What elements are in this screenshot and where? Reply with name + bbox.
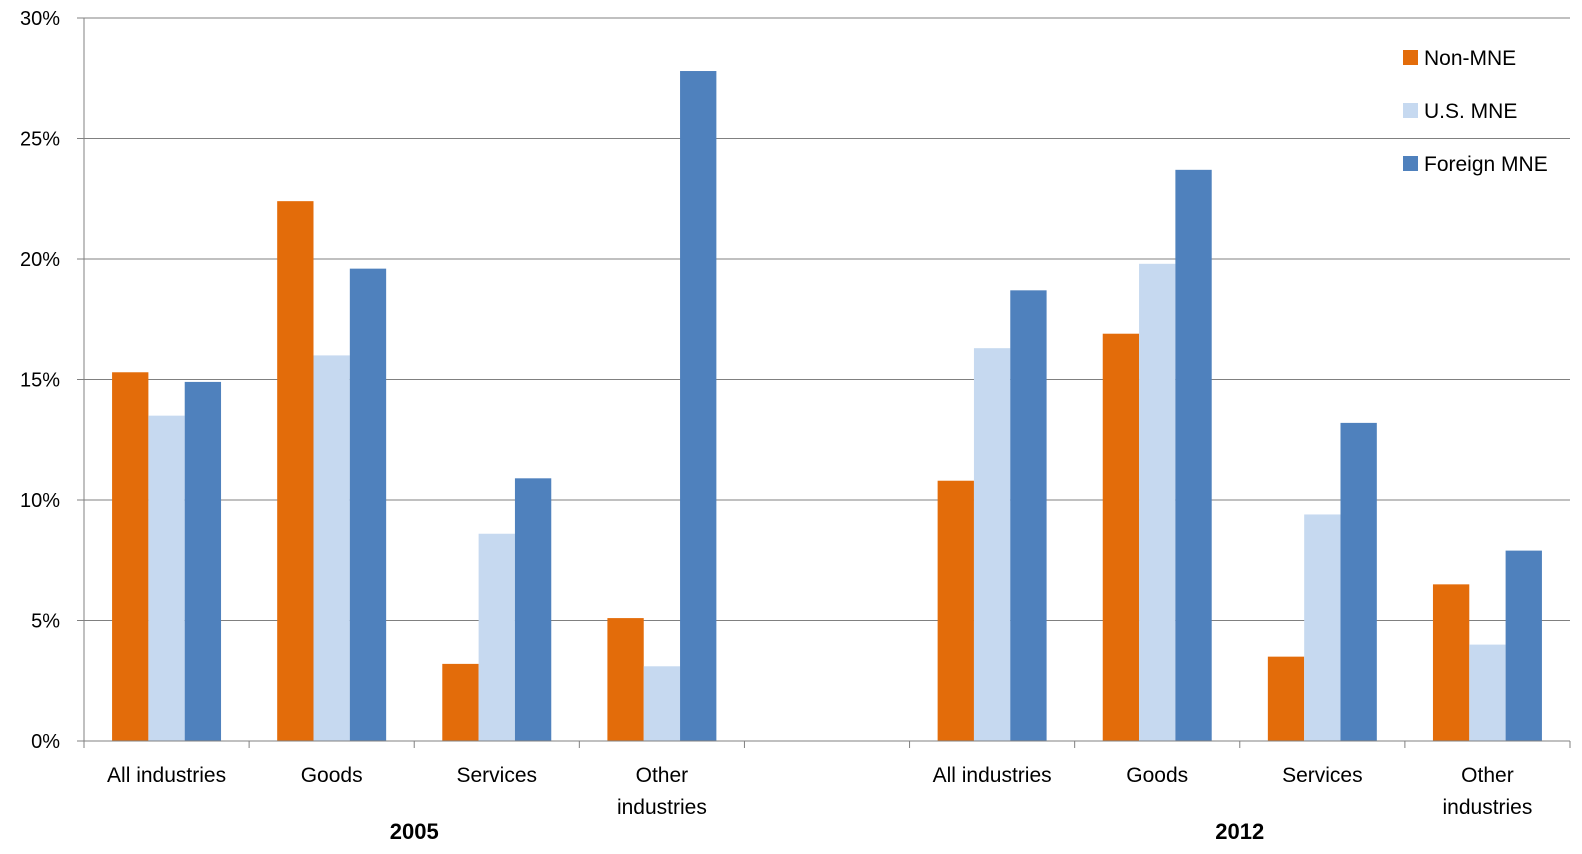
x-tick-label: All industries (107, 764, 226, 787)
bar (1102, 333, 1140, 741)
y-tick-label: 20% (20, 249, 60, 271)
y-tick-labels: 0% 5% 10% 15% 20% 25% 30% (20, 8, 60, 753)
y-tick-label: 5% (31, 611, 60, 633)
legend-label: Foreign MNE (1424, 153, 1548, 176)
x-tick-label: Goods (301, 764, 363, 787)
bar (1010, 290, 1047, 741)
x-tick-label: industries (1442, 796, 1532, 819)
group-label: 2005 (390, 819, 439, 844)
y-tick-label: 30% (20, 8, 60, 30)
bar (607, 618, 644, 741)
bar (148, 415, 185, 741)
bar (1267, 656, 1305, 741)
bar (478, 533, 515, 741)
legend-swatch (1403, 103, 1418, 118)
bar (680, 71, 717, 741)
bar (112, 372, 149, 741)
legend-label: U.S. MNE (1424, 100, 1517, 123)
bar (514, 478, 552, 741)
y-tick-label: 15% (20, 370, 60, 392)
x-tick-label: industries (617, 796, 707, 819)
y-tick-label: 25% (20, 129, 60, 151)
axes (77, 17, 1571, 748)
bar (1340, 422, 1377, 741)
group-labels: 2005 2012 (390, 819, 1265, 844)
x-tick-label: Services (1282, 764, 1363, 787)
legend-swatch (1403, 156, 1418, 171)
bar (277, 201, 314, 741)
bar (442, 663, 479, 741)
bar (1432, 584, 1470, 741)
bar (349, 268, 387, 741)
bar (1304, 514, 1341, 741)
x-tick-labels: All industries Goods Services Other industri… (107, 764, 1532, 819)
y-tick-label: 0% (31, 731, 60, 753)
x-tick-label: All industries (933, 764, 1052, 787)
x-tick-label: Other (1461, 764, 1514, 787)
y-tick-label: 10% (20, 490, 60, 512)
x-tick-label: Services (457, 764, 538, 787)
bar (184, 381, 222, 741)
bar (313, 355, 350, 741)
bar (1505, 550, 1542, 741)
bar (1469, 644, 1506, 741)
group-label: 2012 (1215, 819, 1264, 844)
x-tick-label: Goods (1126, 764, 1188, 787)
bar (1139, 263, 1176, 741)
bar (937, 480, 974, 741)
bar (1175, 169, 1212, 741)
legend-swatch (1403, 50, 1418, 65)
legend-label: Non-MNE (1424, 47, 1516, 70)
legend: Non-MNE U.S. MNE Foreign MNE (1403, 47, 1548, 176)
x-tick-label: Other (636, 764, 689, 787)
bar (973, 348, 1011, 741)
bar (643, 666, 681, 741)
bars (112, 71, 1542, 741)
